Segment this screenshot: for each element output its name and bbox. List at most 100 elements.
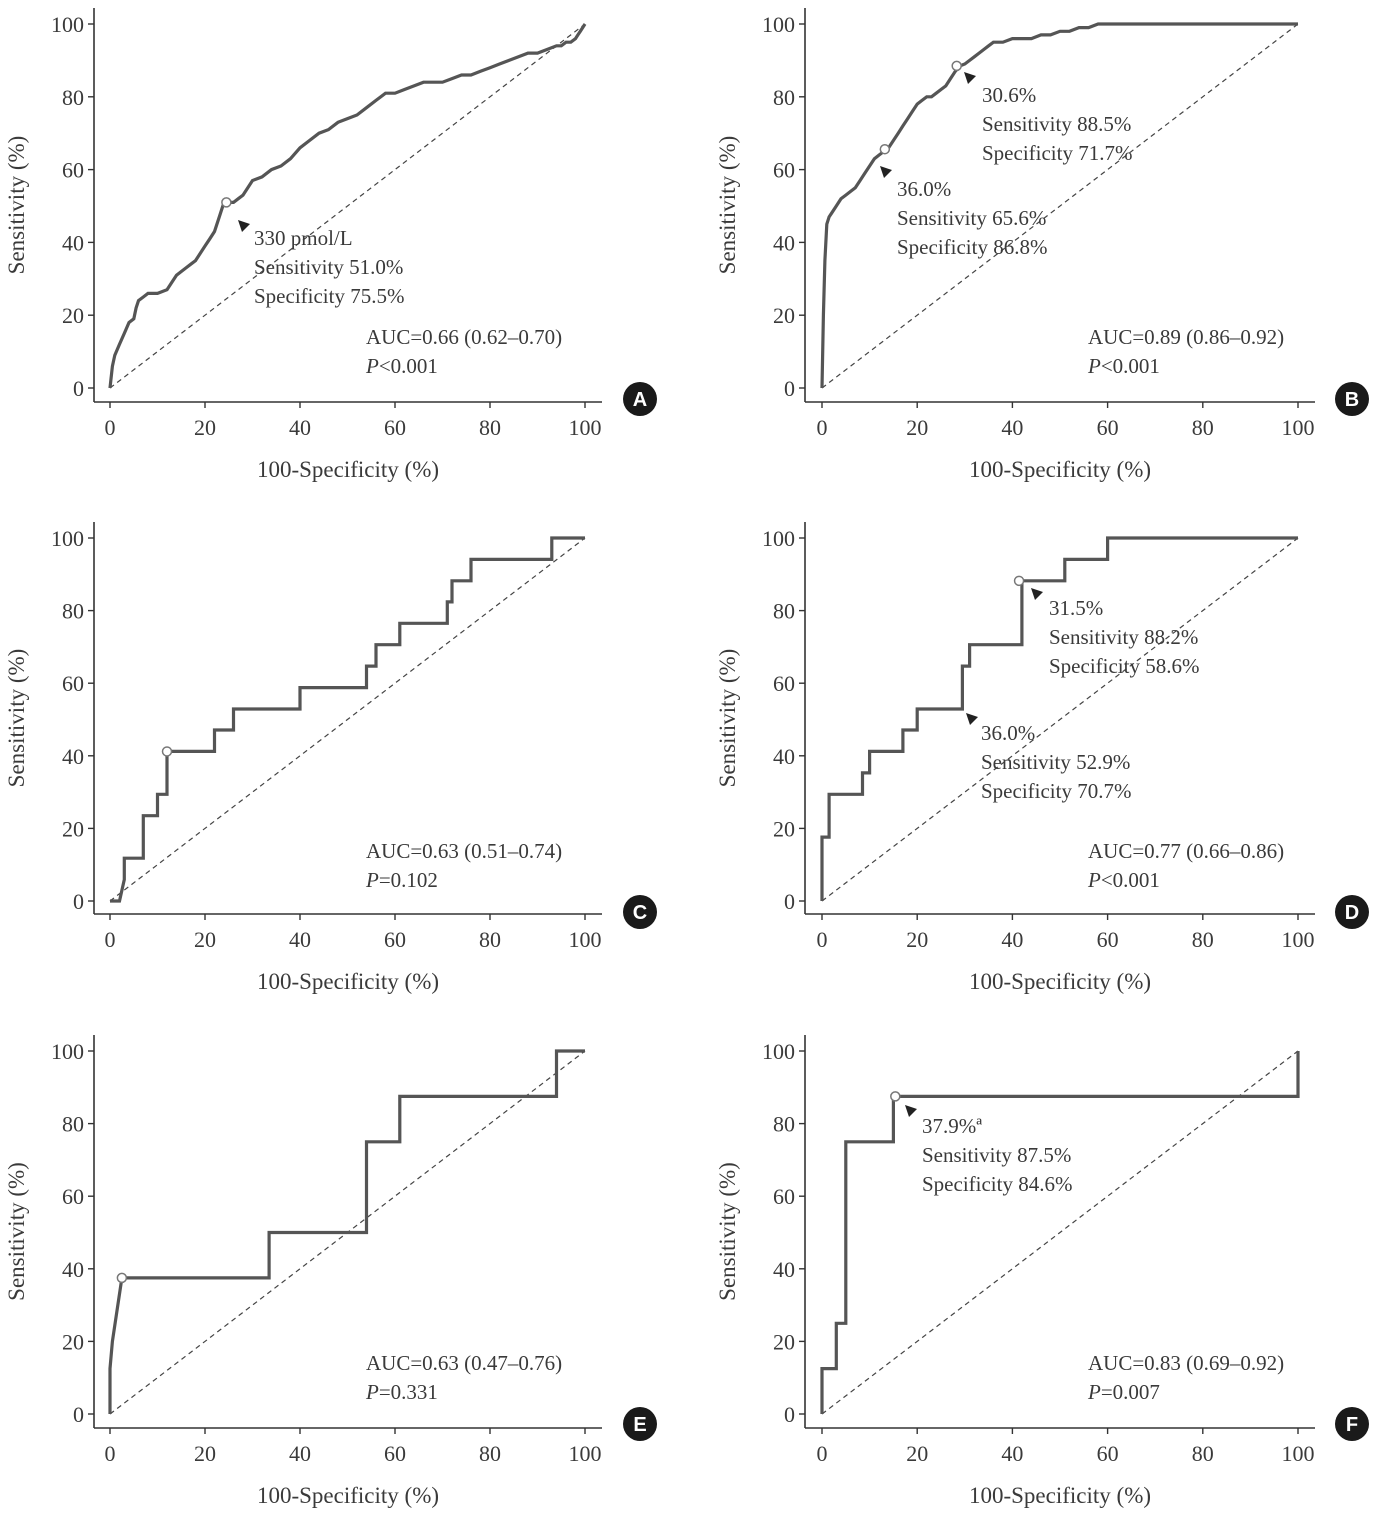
panel-badge [623,895,657,929]
y-tick-label: 0 [784,889,795,914]
x-tick-label: 40 [289,927,311,952]
x-tick-label: 20 [906,1441,928,1466]
y-tick-label: 40 [62,230,84,255]
y-tick-label: 0 [73,376,84,401]
panel-label: E [633,1414,646,1436]
x-tick-label: 40 [1001,927,1023,952]
cutoff-point-marker [116,1272,128,1284]
panel-badge [1335,895,1369,929]
y-tick-label: 60 [773,158,795,183]
x-tick-label: 20 [194,927,216,952]
x-tick-label: 100 [1282,415,1315,440]
x-tick-label: 60 [1097,415,1119,440]
x-tick-label: 0 [817,927,828,952]
x-tick-label: 80 [1192,1441,1214,1466]
y-axis-title: Sensitivity (%) [715,649,740,788]
y-tick-label: 80 [773,599,795,624]
x-tick-label: 0 [105,1441,116,1466]
y-tick-label: 80 [62,1112,84,1137]
p-symbol: P [365,354,379,378]
y-tick-label: 80 [62,85,84,110]
x-tick-label: 20 [194,1441,216,1466]
y-tick-label: 20 [773,303,795,328]
cutoff-point-marker [1013,575,1025,587]
roc-panel-b: 0 20 40 60 80 100 0 20 40 60 80 100 100-Specificity … [715,8,1369,482]
panel-label: F [1346,1414,1358,1436]
y-tick-label: 0 [784,1402,795,1427]
auc-text: AUC=0.77 (0.66–0.86) [1088,839,1284,863]
annotation-text: Specificity 86.8% [897,235,1047,259]
roc-curve-line [110,536,585,903]
y-tick-label: 60 [773,671,795,696]
x-tick-label: 100 [569,927,602,952]
y-tick-label: 20 [773,1329,795,1354]
y-axis-title: Sensitivity (%) [715,1162,740,1301]
panel-badge [623,382,657,416]
x-tick-label: 80 [1192,927,1214,952]
x-axis-title: 100-Specificity (%) [969,969,1151,994]
auc-text: AUC=0.66 (0.62–0.70) [366,325,562,349]
x-tick-label: 40 [1001,1441,1023,1466]
reference-diagonal-line [821,23,1299,389]
p-symbol: P [365,1380,379,1404]
annotation-text: Specificity 75.5% [254,284,404,308]
x-tick-label: 100 [569,1441,602,1466]
roc-panel-d: 0 20 40 60 80 100 0 20 40 60 80 100 100-Specificity … [715,522,1369,994]
y-tick-label: 20 [62,1329,84,1354]
annotation-text: Specificity 70.7% [981,779,1131,803]
y-axis-title: Sensitivity (%) [4,1162,29,1301]
p-value: <0.001 [379,354,438,378]
annotation-text: Sensitivity 88.2% [1049,625,1198,649]
x-tick-label: 60 [1097,1441,1119,1466]
panel-label: B [1345,389,1359,411]
annotation-arrow [238,220,250,232]
x-tick-label: 40 [289,415,311,440]
p-value: =0.331 [379,1380,438,1404]
y-tick-label: 60 [773,1184,795,1209]
y-tick-label: 100 [762,526,795,551]
y-tick-label: 100 [762,12,795,37]
x-tick-label: 80 [1192,415,1214,440]
p-value-text: P<0.001 [365,354,438,378]
reference-diagonal-line [821,537,1299,902]
x-tick-label: 20 [906,927,928,952]
x-axis-title: 100-Specificity (%) [257,1483,439,1508]
annotation-text: Sensitivity 87.5% [922,1143,1071,1167]
x-axis-title: 100-Specificity (%) [969,1483,1151,1508]
y-tick-label: 20 [62,816,84,841]
cutoff-point-marker [161,746,173,757]
y-tick-label: 40 [773,1257,795,1282]
annotation-text: 30.6% [982,83,1036,107]
p-symbol: P [1087,1380,1101,1404]
x-tick-label: 100 [1282,1441,1315,1466]
annotation-text: 37.9%ª [922,1114,982,1138]
x-axis-title: 100-Specificity (%) [969,457,1151,482]
x-tick-label: 60 [384,1441,406,1466]
annotation-text: 330 pmol/L [254,226,353,250]
p-value: =0.102 [379,868,438,892]
y-tick-label: 100 [51,12,84,37]
panel-badge [1335,382,1369,416]
annotation-arrow [966,713,978,725]
p-symbol: P [1087,868,1101,892]
auc-text: AUC=0.63 (0.47–0.76) [366,1351,562,1375]
x-tick-label: 60 [384,927,406,952]
y-tick-label: 20 [62,303,84,328]
annotation-text: Sensitivity 52.9% [981,750,1130,774]
p-value: <0.001 [1101,868,1160,892]
annotation-text: 36.0% [981,721,1035,745]
annotation-arrow [880,166,892,178]
y-tick-label: 100 [51,1039,84,1064]
p-value-text: P<0.001 [1087,354,1160,378]
annotation-text: Specificity 84.6% [922,1172,1072,1196]
y-axis-title: Sensitivity (%) [4,136,29,275]
y-tick-label: 0 [73,889,84,914]
cutoff-point-marker [879,143,891,155]
annotation-arrow [905,1105,917,1117]
cutoff-point-marker [890,1091,901,1102]
y-tick-label: 40 [62,744,84,769]
y-tick-label: 40 [773,230,795,255]
y-tick-label: 100 [51,526,84,551]
roc-panel-c: 0 20 40 60 80 100 0 20 40 60 80 100 100-Specificity … [4,522,657,994]
y-tick-label: 80 [773,1112,795,1137]
